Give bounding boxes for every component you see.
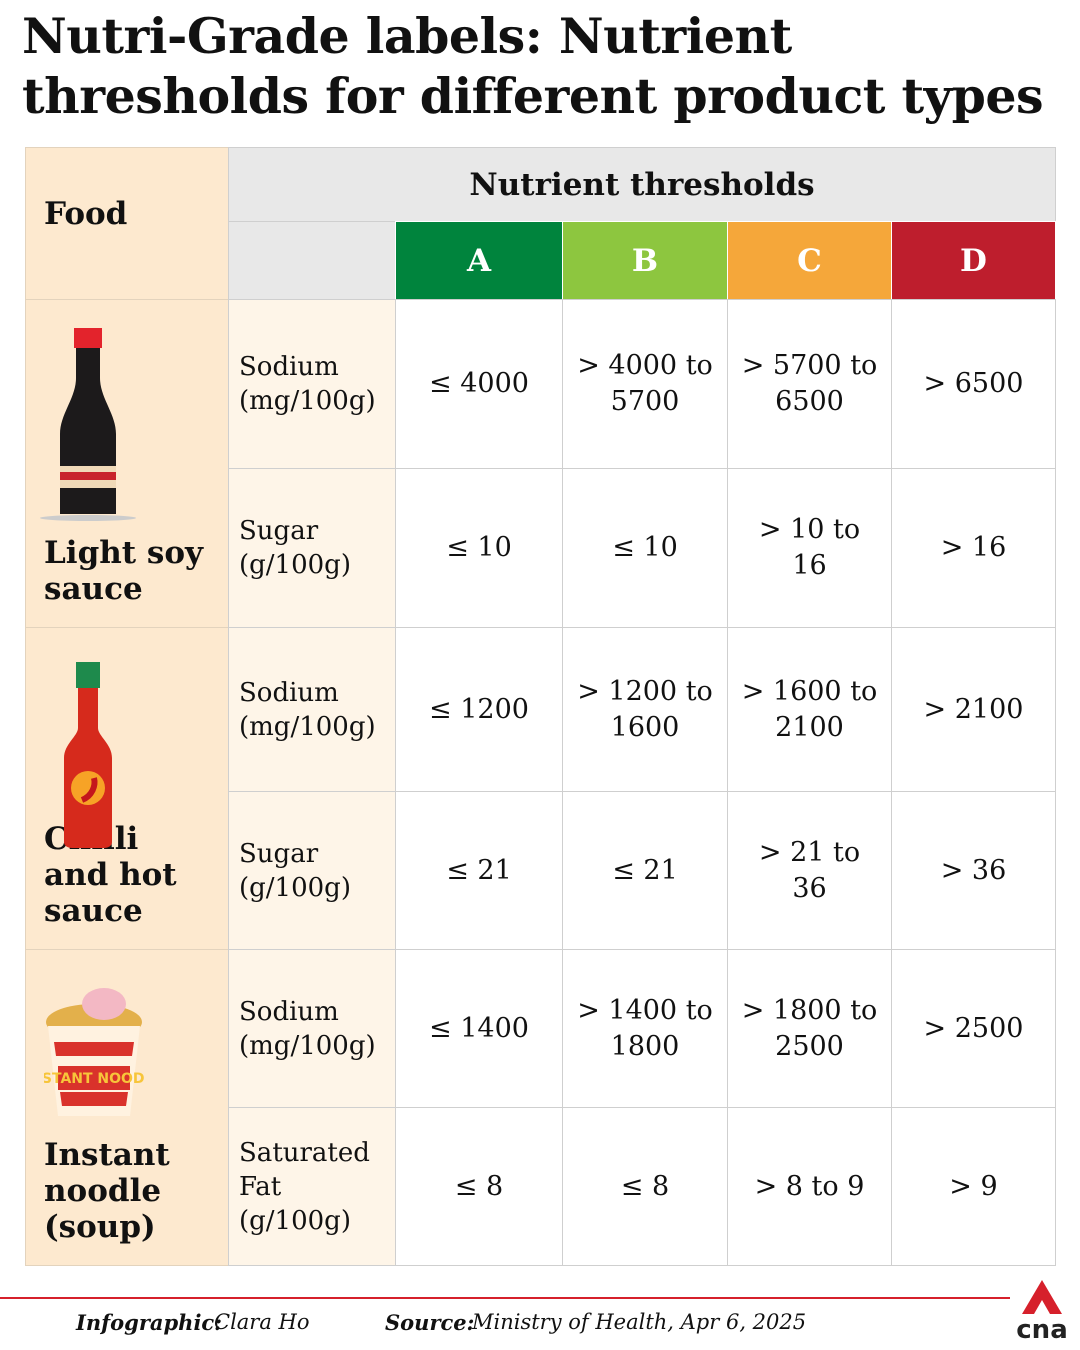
nutrient: Saturated Fat (g/100g) [228,1107,396,1266]
noodle-cup-icon: INSTANT NOODLE [44,988,144,1116]
threshold: > 2100 [891,627,1056,792]
threshold: > 16 [891,468,1056,628]
threshold: > 6500 [891,299,1056,469]
threshold: > 8 to 9 [727,1107,892,1266]
food-name: Chilli and hot sauce [25,627,229,950]
chilli-sauce-icon [64,662,112,848]
food-header: Food [25,147,229,300]
threshold: ≤ 4000 [395,299,563,469]
threshold: > 1200 to 1600 [562,627,728,792]
credit-label: Infographic: [76,1310,222,1335]
soy-sauce-icon [40,328,136,521]
threshold: ≤ 1200 [395,627,563,792]
source: Ministry of Health, Apr 6, 2025 [472,1310,807,1334]
threshold: > 1400 to 1800 [562,949,728,1108]
thresholds-header: Nutrient thresholds [228,147,1056,222]
logo-text: cna [1016,1315,1067,1344]
threshold: > 36 [891,791,1056,950]
threshold: > 4000 to 5700 [562,299,728,469]
threshold: ≤ 8 [395,1107,563,1266]
credit: Clara Ho [214,1310,310,1334]
grade-header: B [562,221,728,300]
nutrient: Sugar (g/100g) [228,791,396,950]
threshold: > 2500 [891,949,1056,1108]
threshold: > 1800 to 2500 [727,949,892,1108]
threshold: > 9 [891,1107,1056,1266]
source-label: Source: [385,1310,475,1335]
threshold: ≤ 1400 [395,949,563,1108]
svg-text:INSTANT NOODLE: INSTANT NOODLE [44,1071,144,1087]
threshold: ≤ 10 [562,468,728,628]
threshold: ≤ 8 [562,1107,728,1266]
header-blank [228,221,396,300]
threshold: > 1600 to 2100 [727,627,892,792]
footer-rule [0,1297,1010,1299]
grade-header: D [891,221,1056,300]
grade-header: A [395,221,563,300]
nutrient: Sodium (mg/100g) [228,949,396,1108]
logo: cna [1016,1280,1068,1344]
threshold: ≤ 21 [562,791,728,950]
threshold: > 5700 to 6500 [727,299,892,469]
threshold: > 10 to 16 [727,468,892,628]
nutrient: Sugar (g/100g) [228,468,396,628]
title: Nutri-Grade labels: Nutrient thresholds … [22,7,1044,125]
food-name: Light soy sauce [25,299,229,628]
nutrient: Sodium (mg/100g) [228,627,396,792]
threshold: ≤ 10 [395,468,563,628]
threshold: > 21 to 36 [727,791,892,950]
grade-header: C [727,221,892,300]
threshold: ≤ 21 [395,791,563,950]
nutrient: Sodium (mg/100g) [228,299,396,469]
